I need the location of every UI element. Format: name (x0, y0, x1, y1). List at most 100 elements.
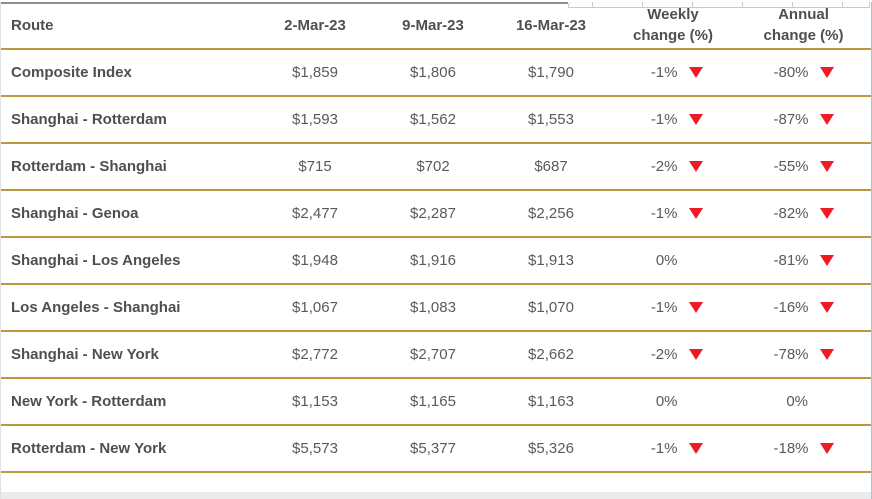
annual-change-cell: -16% (736, 284, 871, 332)
column-header-weekly-change: Weekly change (%) (610, 2, 736, 50)
annual-change-cell: -18% (736, 425, 871, 473)
weekly-change-cell: -1% (610, 284, 736, 332)
table-row: Rotterdam - New York $5,573 $5,377 $5,32… (1, 425, 871, 473)
route-cell: Rotterdam - New York (1, 425, 256, 473)
down-arrow-icon (819, 302, 834, 313)
route-cell: New York - Rotterdam (1, 378, 256, 426)
route-cell: Shanghai - Genoa (1, 190, 256, 238)
route-cell: Los Angeles - Shanghai (1, 284, 256, 332)
weekly-change-cell: -2% (610, 331, 736, 379)
down-arrow-icon (688, 302, 703, 313)
rate-cell-3: $1,553 (492, 96, 610, 144)
column-header-date-2: 9-Mar-23 (374, 2, 492, 50)
weekly-change-cell: -1% (610, 49, 736, 97)
annual-change-value: -81% (773, 252, 809, 269)
down-arrow-icon (688, 349, 703, 360)
route-cell: Shanghai - Los Angeles (1, 237, 256, 285)
rate-cell-2: $5,377 (374, 425, 492, 473)
toolbar-tabs (568, 2, 870, 8)
rate-cell-1: $2,772 (256, 331, 374, 379)
annual-change-value: 0% (786, 393, 808, 410)
rate-cell-1: $1,153 (256, 378, 374, 426)
weekly-change-value: -1% (650, 64, 678, 81)
annual-change-value: -82% (773, 205, 809, 222)
annual-change-value: -78% (773, 346, 809, 363)
annual-change-value: -87% (773, 111, 809, 128)
down-arrow-icon (819, 161, 834, 172)
rate-cell-1: $1,859 (256, 49, 374, 97)
rate-cell-3: $687 (492, 143, 610, 191)
rate-cell-1: $2,477 (256, 190, 374, 238)
rate-cell-3: $1,163 (492, 378, 610, 426)
weekly-change-cell: -1% (610, 96, 736, 144)
column-header-route: Route (1, 2, 256, 50)
annual-change-cell: -78% (736, 331, 871, 379)
rate-cell-3: $2,256 (492, 190, 610, 238)
annual-change-cell: -82% (736, 190, 871, 238)
route-cell: Shanghai - New York (1, 331, 256, 379)
weekly-change-value: -1% (650, 205, 678, 222)
weekly-change-cell: -1% (610, 425, 736, 473)
down-arrow-icon (819, 443, 834, 454)
rate-cell-2: $1,165 (374, 378, 492, 426)
table-row: Los Angeles - Shanghai $1,067 $1,083 $1,… (1, 284, 871, 332)
rate-cell-3: $1,790 (492, 49, 610, 97)
weekly-change-value: -1% (650, 440, 678, 457)
weekly-change-value: 0% (655, 252, 678, 269)
annual-change-value: -18% (773, 440, 809, 457)
table-row: Shanghai - Rotterdam $1,593 $1,562 $1,55… (1, 96, 871, 144)
rate-cell-3: $1,070 (492, 284, 610, 332)
weekly-change-value: -1% (650, 299, 678, 316)
annual-change-cell: -87% (736, 96, 871, 144)
column-header-annual-change: Annual change (%) (736, 2, 871, 50)
column-header-date-3: 16-Mar-23 (492, 2, 610, 50)
rate-cell-2: $1,083 (374, 284, 492, 332)
weekly-change-value: -2% (650, 158, 678, 175)
table-row: Shanghai - New York $2,772 $2,707 $2,662… (1, 331, 871, 379)
annual-change-cell: -80% (736, 49, 871, 97)
weekly-change-cell: -2% (610, 143, 736, 191)
table-row: Shanghai - Genoa $2,477 $2,287 $2,256 -1… (1, 190, 871, 238)
window-top-border (1, 2, 568, 4)
toolbar-tab[interactable] (642, 2, 692, 7)
rate-cell-2: $702 (374, 143, 492, 191)
annual-change-value: -80% (773, 64, 809, 81)
annual-change-cell: -55% (736, 143, 871, 191)
down-arrow-icon (688, 208, 703, 219)
down-arrow-icon (819, 67, 834, 78)
rate-cell-2: $2,287 (374, 190, 492, 238)
down-arrow-icon (688, 161, 703, 172)
weekly-change-value: 0% (655, 393, 678, 410)
rate-cell-1: $1,948 (256, 237, 374, 285)
toolbar-tab[interactable] (592, 2, 642, 7)
toolbar-tab[interactable] (742, 2, 792, 7)
toolbar-tab[interactable] (692, 2, 742, 7)
annual-change-value: -55% (773, 158, 809, 175)
rate-cell-2: $2,707 (374, 331, 492, 379)
table-row: Composite Index $1,859 $1,806 $1,790 -1%… (1, 49, 871, 97)
rate-cell-1: $1,593 (256, 96, 374, 144)
table-body: Composite Index $1,859 $1,806 $1,790 -1%… (1, 49, 871, 473)
toolbar-tab[interactable] (842, 2, 870, 7)
route-cell: Composite Index (1, 49, 256, 97)
down-arrow-icon (688, 443, 703, 454)
route-cell: Shanghai - Rotterdam (1, 96, 256, 144)
rate-cell-3: $2,662 (492, 331, 610, 379)
down-arrow-icon (688, 67, 703, 78)
toolbar-tab[interactable] (568, 2, 592, 7)
panel-bottom-margin (1, 492, 871, 499)
weekly-change-value: -1% (650, 111, 678, 128)
down-arrow-icon (819, 114, 834, 125)
down-arrow-icon (819, 255, 834, 266)
rate-cell-2: $1,562 (374, 96, 492, 144)
rate-cell-3: $5,326 (492, 425, 610, 473)
annual-change-cell: 0% (736, 378, 871, 426)
toolbar-tab[interactable] (792, 2, 842, 7)
rate-cell-1: $715 (256, 143, 374, 191)
weekly-change-cell: 0% (610, 378, 736, 426)
weekly-change-cell: -1% (610, 190, 736, 238)
freight-rates-table: Route 2-Mar-23 9-Mar-23 16-Mar-23 Weekly… (1, 2, 871, 473)
table-header: Route 2-Mar-23 9-Mar-23 16-Mar-23 Weekly… (1, 2, 871, 50)
annual-change-value: -16% (773, 299, 809, 316)
